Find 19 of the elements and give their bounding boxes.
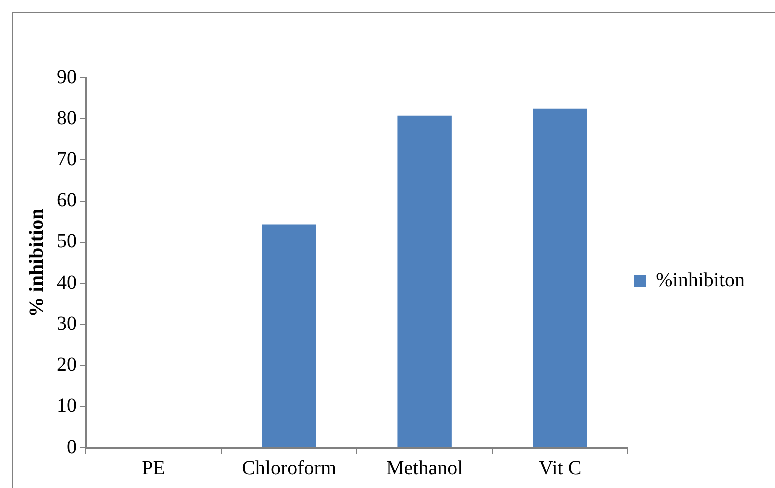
- legend-label: %inhibiton: [656, 269, 746, 292]
- bar: [262, 224, 316, 448]
- y-tick-label: 60: [57, 190, 77, 212]
- y-tick-label: 70: [57, 148, 77, 170]
- x-tick-label: Methanol: [386, 457, 464, 480]
- y-tick-label: 20: [57, 354, 77, 376]
- x-tick-label: Chloroform: [242, 457, 337, 480]
- y-tick-label: 50: [57, 230, 77, 253]
- y-tick-label: 10: [57, 395, 77, 418]
- x-tick-label: PE: [142, 457, 166, 480]
- y-axis-title: % inhibition: [26, 208, 48, 318]
- bar: [533, 108, 588, 448]
- y-tick-label: 0: [67, 436, 77, 458]
- bar: [398, 116, 452, 448]
- y-tick-label: 40: [57, 272, 77, 294]
- y-tick-label: 80: [57, 107, 77, 130]
- y-tick-label: 30: [57, 312, 77, 335]
- y-tick-label: 90: [57, 66, 77, 88]
- x-tick-label: Vit C: [539, 457, 582, 480]
